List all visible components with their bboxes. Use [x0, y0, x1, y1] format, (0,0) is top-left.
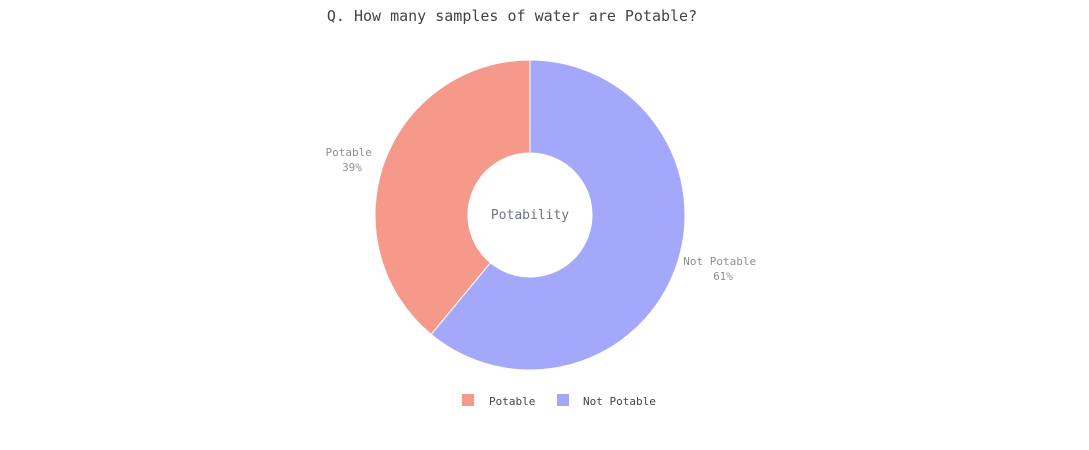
slice-label-potable-name: Potable [326, 146, 372, 159]
donut-slices [374, 59, 686, 371]
legend-label-potable: Potable [489, 395, 535, 408]
slice-label-not-potable: Not Potable 61% [683, 255, 762, 283]
slice-potable[interactable] [374, 59, 531, 336]
donut-center-label: Potability [491, 208, 569, 223]
legend-item-not-potable[interactable]: Not Potable [557, 394, 656, 408]
slice-label-not-potable-percent: 61% [713, 270, 733, 283]
slice-label-potable: Potable 39% [326, 146, 379, 174]
legend-item-potable[interactable]: Potable [462, 394, 535, 408]
slice-label-not-potable-name: Not Potable [683, 255, 756, 268]
legend-label-not-potable: Not Potable [583, 395, 656, 408]
chart-title: Q. How many samples of water are Potable… [327, 7, 697, 25]
slice-labels: Potable 39% Not Potable 61% [326, 146, 762, 283]
slice-not-potable[interactable] [430, 59, 686, 371]
legend-swatch-not-potable [557, 394, 569, 406]
legend-swatch-potable [462, 394, 474, 406]
chart-legend[interactable]: Potable Not Potable [462, 394, 656, 408]
slice-label-potable-percent: 39% [342, 161, 362, 174]
